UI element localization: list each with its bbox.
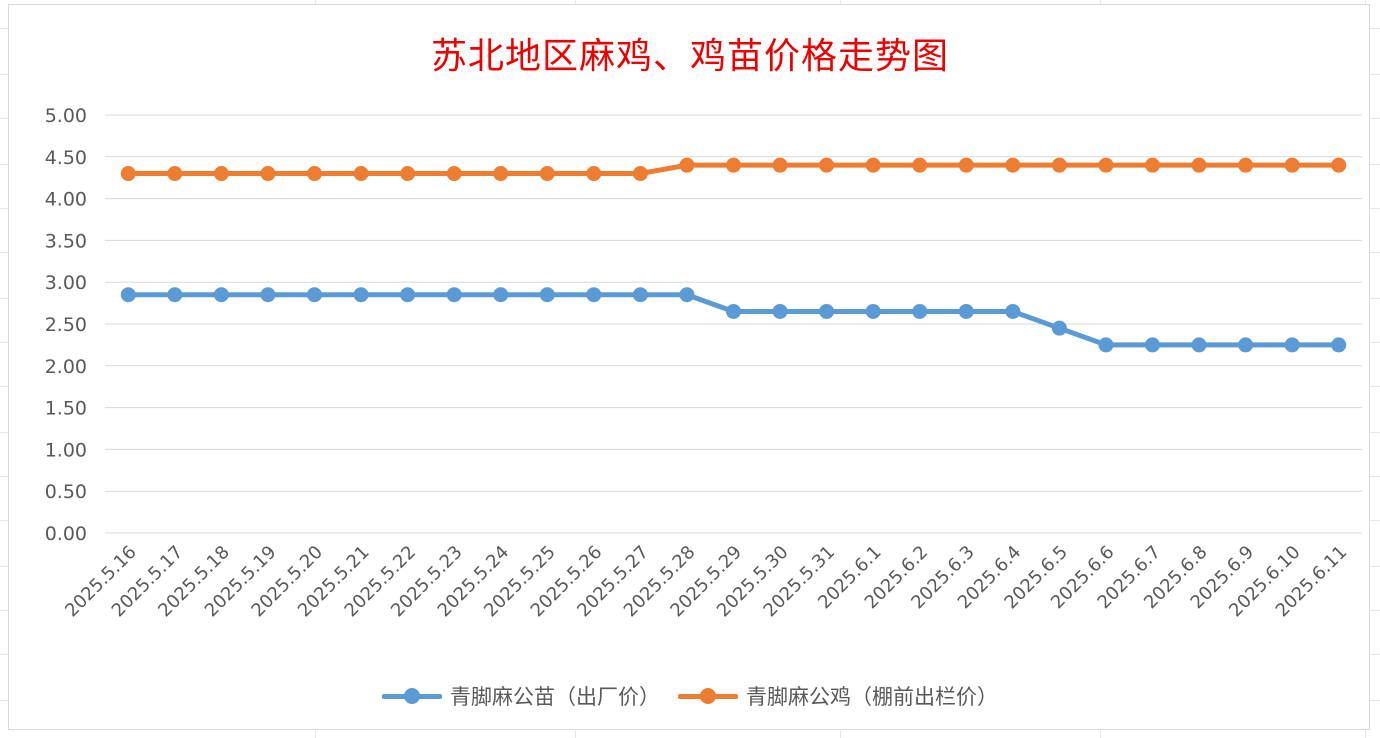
legend-label-series-2: 青脚麻公鸡（棚前出栏价） — [746, 685, 998, 709]
y-tick-label: 0.50 — [45, 481, 87, 503]
data-point-series-1 — [446, 287, 462, 303]
data-point-series-2 — [632, 166, 648, 182]
data-point-series-2 — [1145, 157, 1160, 173]
data-point-series-1 — [1191, 337, 1207, 353]
data-point-series-1 — [1145, 337, 1160, 353]
data-point-series-1 — [679, 287, 695, 303]
data-point-series-2 — [726, 157, 741, 173]
data-point-series-2 — [819, 157, 835, 173]
data-point-series-1 — [400, 287, 416, 303]
data-point-series-2 — [493, 166, 509, 182]
data-point-series-2 — [1191, 157, 1207, 173]
data-point-series-2 — [307, 166, 322, 182]
y-tick-label: 4.50 — [45, 147, 87, 169]
data-point-series-1 — [819, 303, 835, 319]
data-point-series-1 — [586, 287, 602, 303]
data-point-series-1 — [1051, 320, 1067, 336]
legend[interactable]: 青脚麻公苗（出厂价） 青脚麻公鸡（棚前出栏价） — [9, 681, 1371, 711]
chart-title: 苏北地区麻鸡、鸡苗价格走势图 — [430, 36, 949, 77]
data-point-series-2 — [446, 166, 462, 182]
data-point-series-1 — [912, 303, 928, 319]
data-point-series-2 — [120, 166, 136, 182]
data-point-series-2 — [167, 166, 183, 182]
data-point-series-2 — [772, 157, 788, 173]
data-point-series-1 — [213, 287, 229, 303]
legend-label-series-1: 青脚麻公苗（出厂价） — [450, 685, 660, 709]
data-point-series-2 — [353, 166, 369, 182]
data-point-series-2 — [912, 157, 928, 173]
data-point-series-2 — [400, 166, 416, 182]
data-point-series-2 — [1051, 157, 1067, 173]
data-point-series-1 — [1284, 337, 1300, 353]
y-tick-label: 3.00 — [45, 272, 87, 294]
legend-swatch-series-2 — [678, 687, 738, 705]
y-tick-label: 1.50 — [45, 398, 87, 420]
chart-area[interactable]: 苏北地区麻鸡、鸡苗价格走势图 0.00 0.50 1.00 1.50 2.00 2.50 3… — [8, 4, 1370, 730]
y-tick-label: 1.00 — [45, 439, 87, 461]
y-tick-label: 2.00 — [45, 356, 87, 378]
data-point-series-2 — [1005, 157, 1021, 173]
data-point-series-1 — [260, 287, 276, 303]
legend-swatch-series-1 — [382, 687, 442, 705]
data-point-series-2 — [539, 166, 555, 182]
data-point-series-1 — [1238, 337, 1254, 353]
data-point-series-1 — [772, 303, 788, 319]
data-point-series-2 — [213, 166, 229, 182]
data-point-series-2 — [1238, 157, 1254, 173]
data-point-series-2 — [1284, 157, 1300, 173]
data-point-series-1 — [632, 287, 648, 303]
legend-item-series-2[interactable]: 青脚麻公鸡（棚前出栏价） — [678, 681, 998, 711]
data-point-series-2 — [1331, 157, 1347, 173]
plot-area: 0.00 0.50 1.00 1.50 2.00 2.50 3.00 3.50 4.00 4.50… — [45, 105, 1362, 621]
data-point-series-1 — [539, 287, 555, 303]
data-point-series-2 — [260, 166, 276, 182]
data-point-series-1 — [865, 303, 881, 319]
data-point-series-2 — [586, 166, 602, 182]
data-point-series-2 — [865, 157, 881, 173]
data-point-series-2 — [958, 157, 974, 173]
data-point-series-1 — [1098, 337, 1114, 353]
data-point-series-1 — [493, 287, 509, 303]
data-point-series-1 — [307, 287, 322, 303]
data-point-series-1 — [1331, 337, 1347, 353]
y-tick-label: 2.50 — [45, 314, 87, 336]
y-tick-label: 5.00 — [45, 105, 87, 127]
y-tick-label: 3.50 — [45, 230, 87, 252]
data-point-series-2 — [1098, 157, 1114, 173]
data-point-series-1 — [120, 287, 136, 303]
data-point-series-1 — [1005, 303, 1021, 319]
series-line-1 — [125, 292, 1342, 348]
y-tick-label: 4.00 — [45, 189, 87, 211]
y-tick-label: 0.00 — [45, 523, 87, 545]
legend-item-series-1[interactable]: 青脚麻公苗（出厂价） — [382, 681, 660, 711]
data-point-series-1 — [726, 303, 741, 319]
data-point-series-1 — [353, 287, 369, 303]
data-point-series-1 — [167, 287, 183, 303]
data-point-series-2 — [679, 157, 695, 173]
data-point-series-1 — [958, 303, 974, 319]
